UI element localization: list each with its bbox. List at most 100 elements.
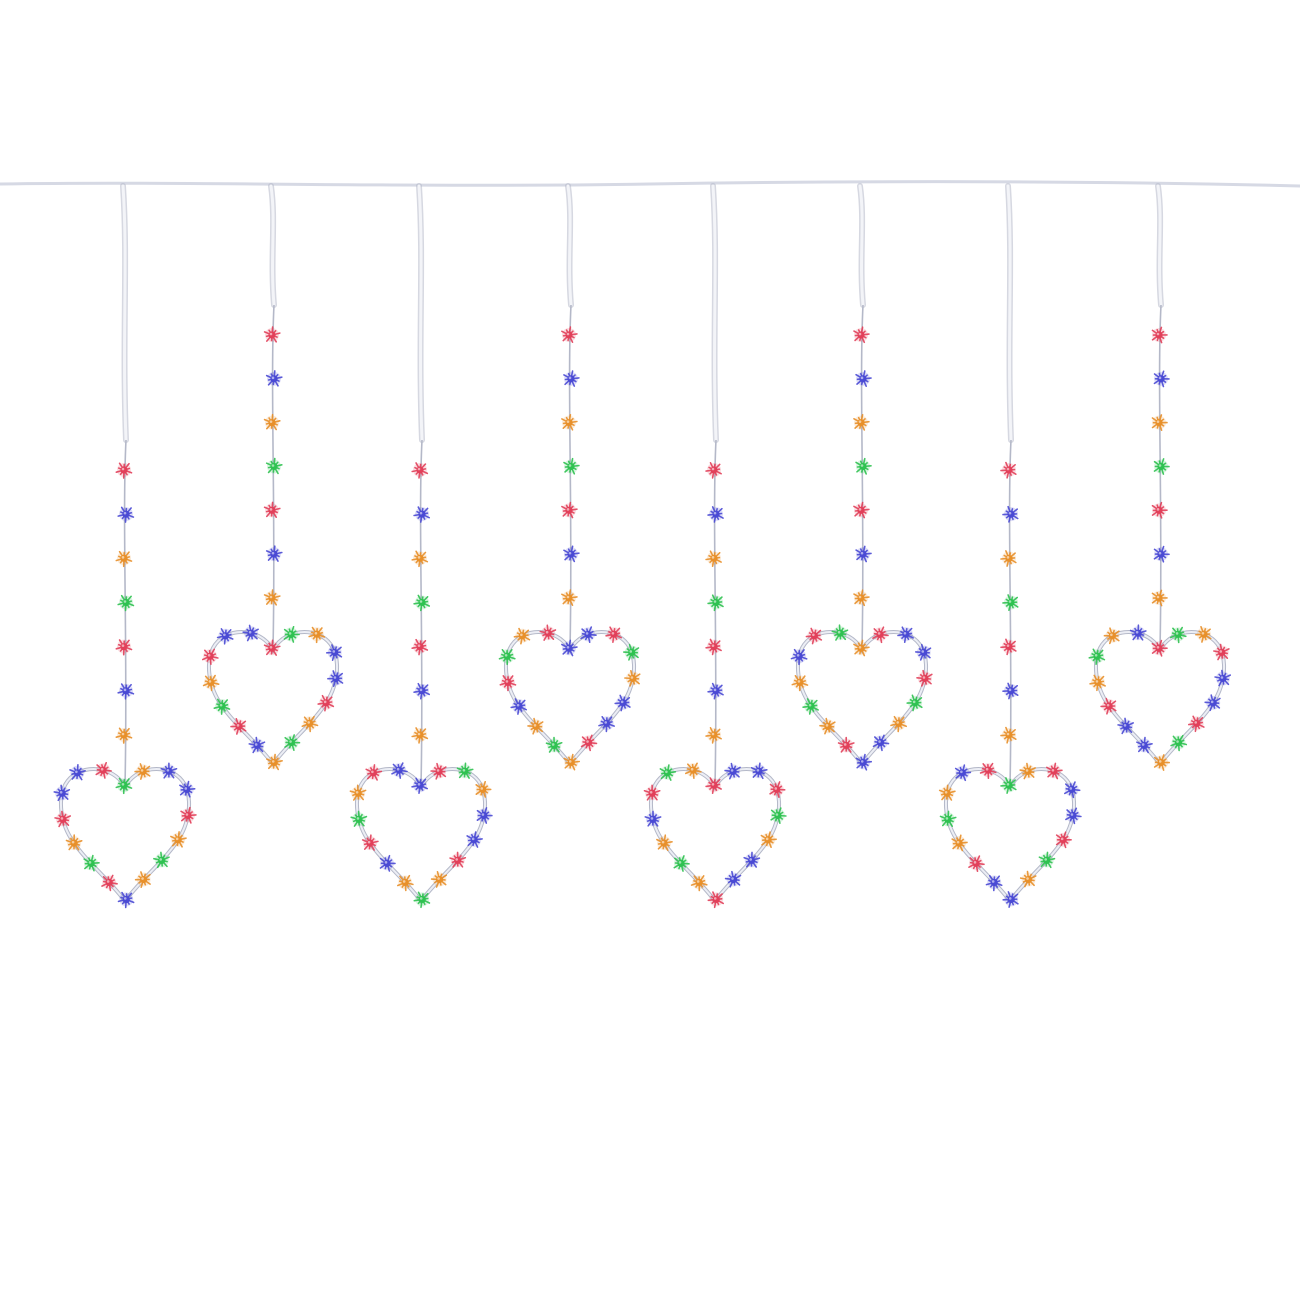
led-bulb bbox=[1089, 674, 1106, 692]
led-bulb bbox=[430, 762, 447, 780]
led-bulb bbox=[643, 784, 661, 801]
led-bulb bbox=[1064, 781, 1081, 799]
led-bulb bbox=[580, 734, 598, 752]
led-bulb bbox=[413, 682, 431, 700]
led-bulb bbox=[985, 874, 1003, 892]
led-bulb bbox=[673, 855, 690, 872]
led-bulb bbox=[855, 370, 872, 388]
led-bulb bbox=[263, 589, 281, 606]
led-bulb bbox=[117, 891, 135, 909]
led-bulb bbox=[938, 784, 956, 801]
led-bulb bbox=[1046, 762, 1063, 780]
led-bulb bbox=[53, 784, 71, 802]
led-bulb bbox=[248, 736, 266, 754]
led-bulb bbox=[1129, 624, 1147, 641]
led-bulb bbox=[914, 643, 932, 661]
led-bulb bbox=[855, 753, 873, 771]
led-bulb bbox=[1019, 762, 1036, 780]
led-bulb bbox=[1000, 461, 1017, 479]
led-bulb bbox=[790, 648, 808, 666]
led-bulb bbox=[853, 413, 870, 431]
led-bulb bbox=[1136, 736, 1153, 754]
led-bulb bbox=[1103, 627, 1120, 645]
led-bulb bbox=[1000, 777, 1017, 794]
led-bulb bbox=[979, 762, 997, 780]
bulbs-layer bbox=[53, 326, 1231, 909]
led-bulb bbox=[65, 834, 83, 851]
led-bulb bbox=[656, 834, 673, 852]
led-bulb bbox=[705, 461, 722, 479]
led-bulb bbox=[327, 670, 344, 688]
led-bulb bbox=[1195, 625, 1212, 643]
led-bulb bbox=[872, 734, 890, 752]
led-bulb bbox=[396, 874, 414, 892]
led-bulb bbox=[216, 628, 234, 645]
led-bulb bbox=[707, 506, 724, 523]
led-bulb bbox=[705, 550, 722, 568]
led-bulb bbox=[411, 638, 429, 656]
led-bulb bbox=[413, 594, 431, 612]
led-bulb bbox=[561, 589, 578, 607]
led-bulb bbox=[202, 674, 220, 692]
led-bulb bbox=[853, 501, 870, 519]
led-bulb bbox=[202, 648, 219, 666]
led-bulb bbox=[115, 550, 133, 568]
led-bulb bbox=[153, 851, 170, 869]
led-bulb bbox=[805, 627, 823, 645]
led-bulb bbox=[897, 626, 914, 644]
led-bulb bbox=[1002, 682, 1019, 700]
led-bulb bbox=[743, 851, 761, 868]
led-bulb bbox=[724, 762, 741, 780]
led-bulb bbox=[513, 627, 531, 645]
led-bulb bbox=[545, 736, 563, 753]
led-bulb bbox=[968, 855, 985, 873]
led-bulb bbox=[466, 831, 483, 848]
led-bulb bbox=[770, 807, 787, 825]
led-bulb bbox=[1153, 370, 1170, 388]
led-bulb bbox=[1153, 545, 1170, 563]
led-bulb bbox=[449, 851, 467, 868]
led-bulb bbox=[349, 784, 367, 801]
led-bulb bbox=[624, 669, 641, 687]
led-bulb bbox=[1038, 851, 1056, 869]
led-bulb bbox=[1000, 726, 1017, 744]
led-bulb bbox=[561, 326, 578, 344]
led-bulb bbox=[430, 870, 448, 888]
led-bulb bbox=[284, 734, 301, 752]
led-bulb bbox=[134, 871, 151, 889]
led-bulb bbox=[951, 834, 968, 852]
led-bulb bbox=[115, 727, 133, 744]
led-bulb bbox=[413, 891, 431, 909]
led-bulb bbox=[1153, 458, 1170, 475]
led-bulb bbox=[325, 644, 343, 662]
led-bulb bbox=[263, 639, 281, 656]
led-bulb bbox=[411, 777, 429, 795]
led-bulb bbox=[1169, 626, 1187, 644]
led-bulb bbox=[160, 762, 178, 779]
led-bulb bbox=[179, 780, 196, 798]
led-bulb bbox=[1000, 638, 1017, 656]
led-bulb bbox=[539, 624, 557, 641]
led-bulb bbox=[1002, 594, 1019, 612]
led-bulb bbox=[890, 715, 908, 733]
led-bulb bbox=[475, 780, 492, 798]
led-bulb bbox=[1151, 414, 1168, 432]
led-bulb bbox=[791, 674, 809, 692]
led-bulb bbox=[561, 501, 578, 519]
led-bulb bbox=[263, 501, 281, 519]
led-bulb bbox=[101, 874, 118, 892]
led-bulb bbox=[456, 762, 474, 779]
led-bulb bbox=[605, 626, 623, 644]
led-bulb bbox=[760, 831, 777, 849]
led-bulb bbox=[213, 698, 231, 715]
led-bulb bbox=[872, 626, 889, 644]
led-bulb bbox=[750, 762, 768, 780]
led-bulb bbox=[263, 413, 281, 431]
led-bulb bbox=[1065, 807, 1082, 825]
led-bulb bbox=[499, 675, 517, 692]
led-bulb bbox=[853, 326, 870, 344]
led-bulb bbox=[263, 326, 281, 343]
led-bulb bbox=[1151, 639, 1168, 657]
